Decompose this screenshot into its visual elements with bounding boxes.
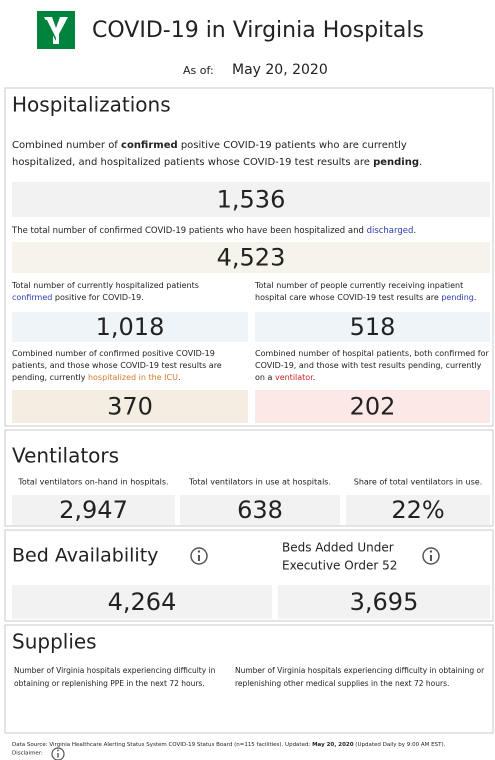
discharged: 4,523 bbox=[217, 244, 286, 272]
ventilator-text: on a ventilator. bbox=[255, 373, 315, 382]
ventilator-text-segment: ventilator bbox=[275, 373, 314, 382]
icu-text: Combined number of confirmed positive CO… bbox=[12, 349, 215, 358]
icu-text-segment: Combined number of confirmed positive CO… bbox=[12, 349, 215, 358]
other-supplies-text-segment: replenishing other medical supplies in t… bbox=[235, 679, 449, 688]
ventilator-value-box bbox=[12, 495, 175, 525]
pending-text-segment: pending bbox=[441, 293, 474, 302]
pending-text-segment: Total number of people currently receivi… bbox=[254, 281, 463, 290]
confirmed-text-segment: positive for COVID-19. bbox=[52, 293, 143, 302]
logo bbox=[37, 11, 75, 49]
page-title: COVID-19 in Virginia Hospitals bbox=[92, 18, 424, 43]
beds-added-title: Beds Added Under bbox=[282, 541, 394, 555]
data-source-segment: Data Source: Virginia Healthcare Alertin… bbox=[12, 742, 312, 748]
data-source: Data Source: Virginia Healthcare Alertin… bbox=[12, 742, 446, 748]
other-supplies-text: Number of Virginia hospitals experiencin… bbox=[235, 666, 485, 675]
ventilator-value: 2,947 bbox=[59, 496, 128, 524]
supplies-panel bbox=[4, 624, 494, 734]
ventilator-text-segment: Combined number of hospital patients, bo… bbox=[255, 349, 489, 358]
icu-text-segment: hospitalized in the ICU bbox=[88, 373, 178, 382]
pending: 518 bbox=[350, 313, 396, 341]
ventilator-value-box bbox=[180, 495, 340, 525]
info-icon[interactable] bbox=[51, 747, 65, 760]
beds-added-title: Executive Order 52 bbox=[282, 559, 397, 573]
as-of-label: As of: bbox=[183, 64, 214, 77]
pending-text-segment: hospital care whose COVID-19 test result… bbox=[255, 293, 441, 302]
description: Combined number of confirmed positive CO… bbox=[12, 140, 407, 151]
discharged-text: The total number of confirmed COVID-19 p… bbox=[11, 226, 416, 236]
description-segment: hospitalized, and hospitalized patients … bbox=[12, 157, 373, 168]
icu-box bbox=[12, 390, 248, 423]
section-title: Bed Availability bbox=[12, 545, 158, 567]
other-supplies-text-segment: Number of Virginia hospitals experiencin… bbox=[235, 666, 485, 675]
discharged-box bbox=[12, 242, 490, 273]
on-ventilator: 202 bbox=[350, 393, 396, 421]
total-hospitalized: 1,536 bbox=[217, 186, 286, 214]
confirmed-text: Total number of currently hospitalized p… bbox=[11, 281, 199, 290]
section-title: Hospitalizations bbox=[12, 93, 171, 117]
pending-text-segment: . bbox=[474, 293, 477, 302]
section-title: Supplies bbox=[12, 630, 97, 654]
confirmed-text: confirmed positive for COVID-19. bbox=[12, 293, 144, 302]
as-of-date: May 20, 2020 bbox=[232, 62, 328, 78]
info-icon[interactable] bbox=[422, 547, 440, 565]
ppe-text: obtaining or replenishing PPE in the nex… bbox=[14, 679, 205, 688]
discharged-text-segment: . bbox=[413, 226, 416, 236]
pending-text: hospital care whose COVID-19 test result… bbox=[255, 293, 476, 302]
ventilator-text-segment: COVID-19, and those with test results pe… bbox=[255, 361, 482, 370]
icu-text: patients, and those whose COVID-19 test … bbox=[12, 361, 222, 370]
section-title: Ventilators bbox=[12, 444, 119, 468]
icu: 370 bbox=[107, 393, 153, 421]
ventilator-value-box bbox=[346, 495, 490, 525]
description-segment: confirmed bbox=[121, 140, 178, 151]
beds-added: 3,695 bbox=[350, 588, 419, 616]
ventilator-text: COVID-19, and those with test results pe… bbox=[255, 361, 482, 370]
description-segment: . bbox=[419, 157, 422, 168]
total-hospitalized-box bbox=[12, 182, 490, 217]
ventilator-text: Combined number of hospital patients, bo… bbox=[255, 349, 489, 358]
pending-box bbox=[255, 312, 490, 342]
info-icon[interactable] bbox=[190, 547, 208, 565]
description-segment: positive COVID-19 patients who are curre… bbox=[178, 140, 407, 151]
confirmed-box bbox=[12, 312, 248, 342]
pending-text: Total number of people currently receivi… bbox=[254, 281, 463, 290]
description: hospitalized, and hospitalized patients … bbox=[12, 157, 422, 168]
ventilator-label: Total ventilators on-hand in hospitals. bbox=[17, 478, 168, 487]
confirmed: 1,018 bbox=[96, 313, 165, 341]
beds-available-box bbox=[12, 585, 272, 619]
ventilator-value: 638 bbox=[237, 496, 283, 524]
disclaimer: Disclaimer: bbox=[12, 751, 43, 757]
beds-added-box bbox=[278, 585, 490, 619]
ventilator-label: Total ventilators in use at hospitals. bbox=[188, 478, 331, 487]
ventilator-text-segment: . bbox=[313, 373, 316, 382]
icu-text-segment: . bbox=[178, 373, 181, 382]
icu-text-segment: patients, and those whose COVID-19 test … bbox=[12, 361, 222, 370]
data-source-segment: (Updated Daily by 9:00 AM EST). bbox=[354, 742, 446, 748]
confirmed-text-segment: Total number of currently hospitalized p… bbox=[11, 281, 199, 290]
confirmed-text-segment: confirmed bbox=[12, 293, 52, 302]
discharged-text-segment: discharged bbox=[367, 226, 414, 236]
beds-available: 4,264 bbox=[108, 588, 177, 616]
description-segment: Combined number of bbox=[12, 140, 121, 151]
ventilator-value: 22% bbox=[391, 496, 444, 524]
other-supplies-text: replenishing other medical supplies in t… bbox=[235, 679, 449, 688]
on-ventilator-box bbox=[255, 390, 490, 423]
data-source-segment: May 20, 2020 bbox=[312, 742, 354, 748]
icu-text-segment: pending, currently bbox=[12, 373, 88, 382]
ventilator-label: Share of total ventilators in use. bbox=[354, 478, 483, 487]
ventilator-text-segment: on a bbox=[255, 373, 275, 382]
icu-text: pending, currently hospitalized in the I… bbox=[12, 373, 180, 382]
description-segment: pending bbox=[373, 157, 419, 168]
ppe-text-segment: Number of Virginia hospitals experiencin… bbox=[14, 666, 216, 675]
ppe-text-segment: obtaining or replenishing PPE in the nex… bbox=[14, 679, 205, 688]
ppe-text: Number of Virginia hospitals experiencin… bbox=[14, 666, 216, 675]
discharged-text-segment: The total number of confirmed COVID-19 p… bbox=[11, 226, 367, 236]
